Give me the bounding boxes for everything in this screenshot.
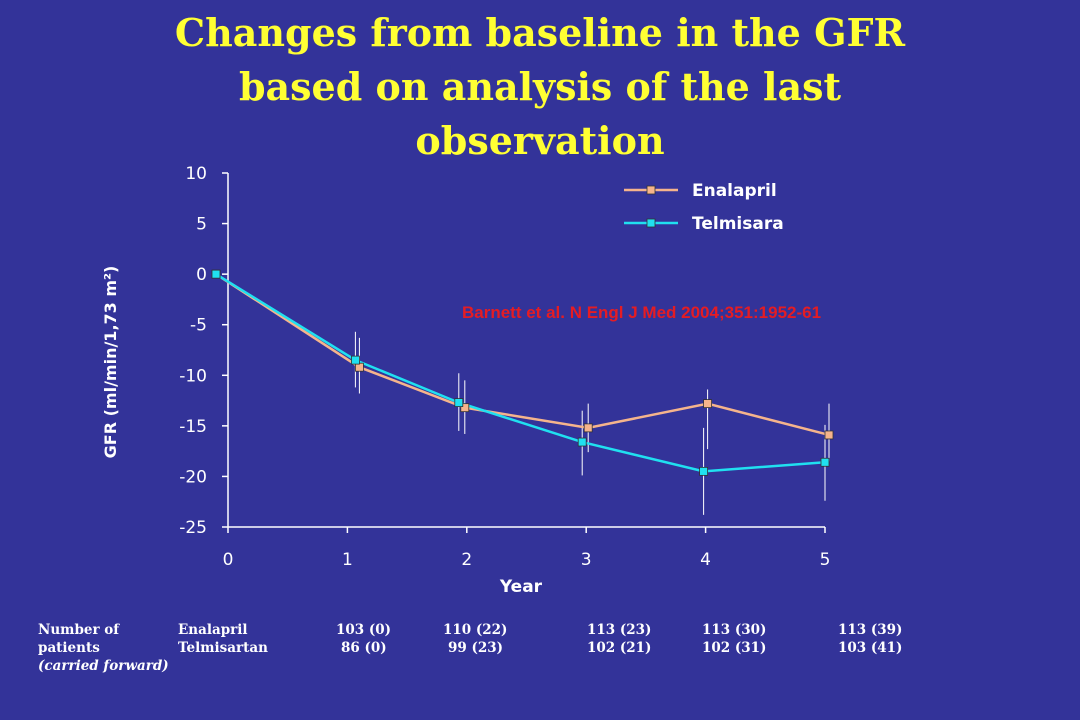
data-point [460,403,470,413]
y-tick-label: -20 [179,467,207,487]
y-axis-label: GFR (ml/min/1,73 m²) [101,266,120,459]
data-point [583,423,593,433]
y-tick-label: -10 [179,366,207,386]
chart-axes: 10 5 0 -5 -10 -15 -20 -25 0 1 2 3 4 5 Year GFR (ml/min/… [101,164,830,597]
series-line-enalapril [215,273,830,437]
x-axis-label: Year [499,577,543,597]
x-tick-label: 5 [820,550,831,570]
citation-text: Barnett et al. N Engl J Med 2004;351:195… [462,303,821,322]
slide-title: Changes from baseline in the GFR based o… [40,6,1040,168]
legend-marker [646,218,656,228]
legend-label: Enalapril [692,181,777,201]
series-markers [211,269,834,476]
legend-marker [646,185,656,195]
x-tick-label: 3 [581,550,592,570]
title-line: Changes from baseline in the GFR [174,10,906,55]
title-line: observation [415,118,665,163]
series-lines [215,273,830,473]
y-tick-label: -25 [179,518,207,538]
data-point [699,466,708,476]
data-point [350,355,360,365]
chart-legend: Enalapril Telmisara [624,181,784,234]
series-line-telmisara [215,273,826,473]
title-line: based on analysis of the last [238,64,842,109]
legend-label: Telmisara [692,214,784,234]
data-point [820,457,830,467]
data-point [577,437,587,447]
y-tick-label: -5 [190,316,207,336]
x-tick-label: 0 [223,550,234,570]
x-tick-label: 1 [342,550,353,570]
data-point [211,269,221,279]
x-tick-label: 4 [700,550,711,570]
data-point [824,430,834,440]
data-point [703,399,712,409]
y-tick-label: 0 [196,265,207,285]
y-tick-label: 10 [185,164,207,184]
error-bars [354,331,830,515]
y-tick-label: -15 [179,417,207,437]
y-tick-label: 5 [196,215,207,235]
data-point [454,398,464,407]
x-tick-label: 2 [461,550,472,570]
